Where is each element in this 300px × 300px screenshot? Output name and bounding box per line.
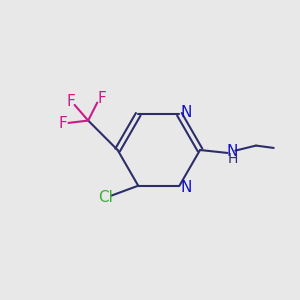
Text: N: N — [180, 105, 192, 120]
Text: H: H — [227, 152, 238, 167]
Text: F: F — [97, 91, 106, 106]
Text: Cl: Cl — [98, 190, 113, 205]
Text: F: F — [66, 94, 75, 109]
Text: N: N — [180, 180, 192, 195]
Text: F: F — [59, 116, 68, 131]
Text: N: N — [227, 144, 238, 159]
